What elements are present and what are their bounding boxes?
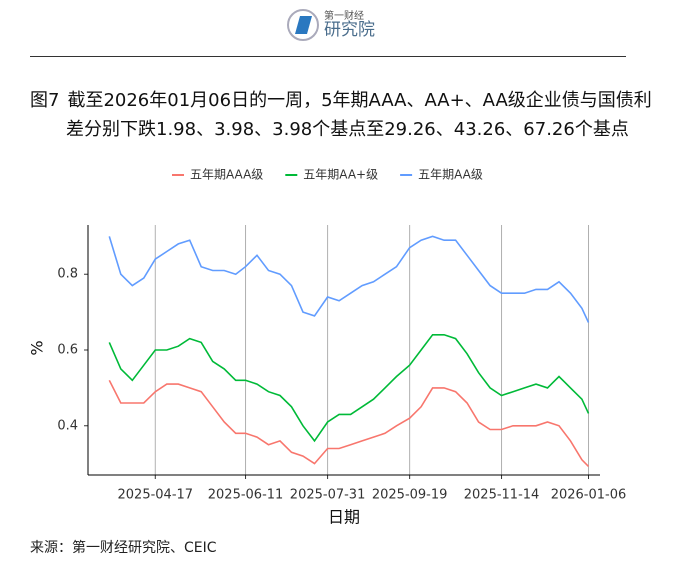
x-tick-label: 2025-07-31 (290, 488, 366, 503)
figure-label: 图7 (30, 90, 60, 111)
logo-icon (287, 9, 319, 41)
y-axis-label: % (28, 340, 47, 355)
figure-title-text: 截至2026年01月06日的一周，5年期AAA、AA+、AA级企业债与国债利差分… (66, 90, 652, 140)
divider (30, 56, 626, 57)
y-tick-label: 0.8 (57, 267, 78, 282)
y-tick-label: 0.6 (57, 343, 78, 358)
logo-bottom: 研究院 (324, 19, 375, 40)
y-tick-label: 0.4 (57, 418, 78, 433)
legend-label: 五年期AA级 (418, 168, 483, 182)
legend-label: 五年期AA+级 (303, 168, 378, 182)
x-tick-label: 2025-06-11 (208, 488, 284, 503)
logo: 第一财经 研究院 (286, 8, 375, 42)
series-line (108, 235, 590, 323)
series-line (108, 334, 590, 443)
x-tick-label: 2025-11-14 (464, 488, 540, 503)
legend-label: 五年期AAA级 (190, 168, 263, 182)
x-tick-label: 2025-04-17 (118, 488, 194, 503)
logo-top: 第一财经 (324, 10, 364, 22)
x-axis-label: 日期 (328, 508, 360, 527)
x-tick-label: 2025-09-19 (372, 488, 448, 503)
series-line (108, 379, 590, 467)
x-tick-label: 2026-01-06 (551, 488, 627, 503)
figure-title: 图7 截至2026年01月06日的一周，5年期AAA、AA+、AA级企业债与国债利… (30, 86, 656, 144)
source: 来源：第一财经研究院、CEIC (30, 540, 217, 556)
